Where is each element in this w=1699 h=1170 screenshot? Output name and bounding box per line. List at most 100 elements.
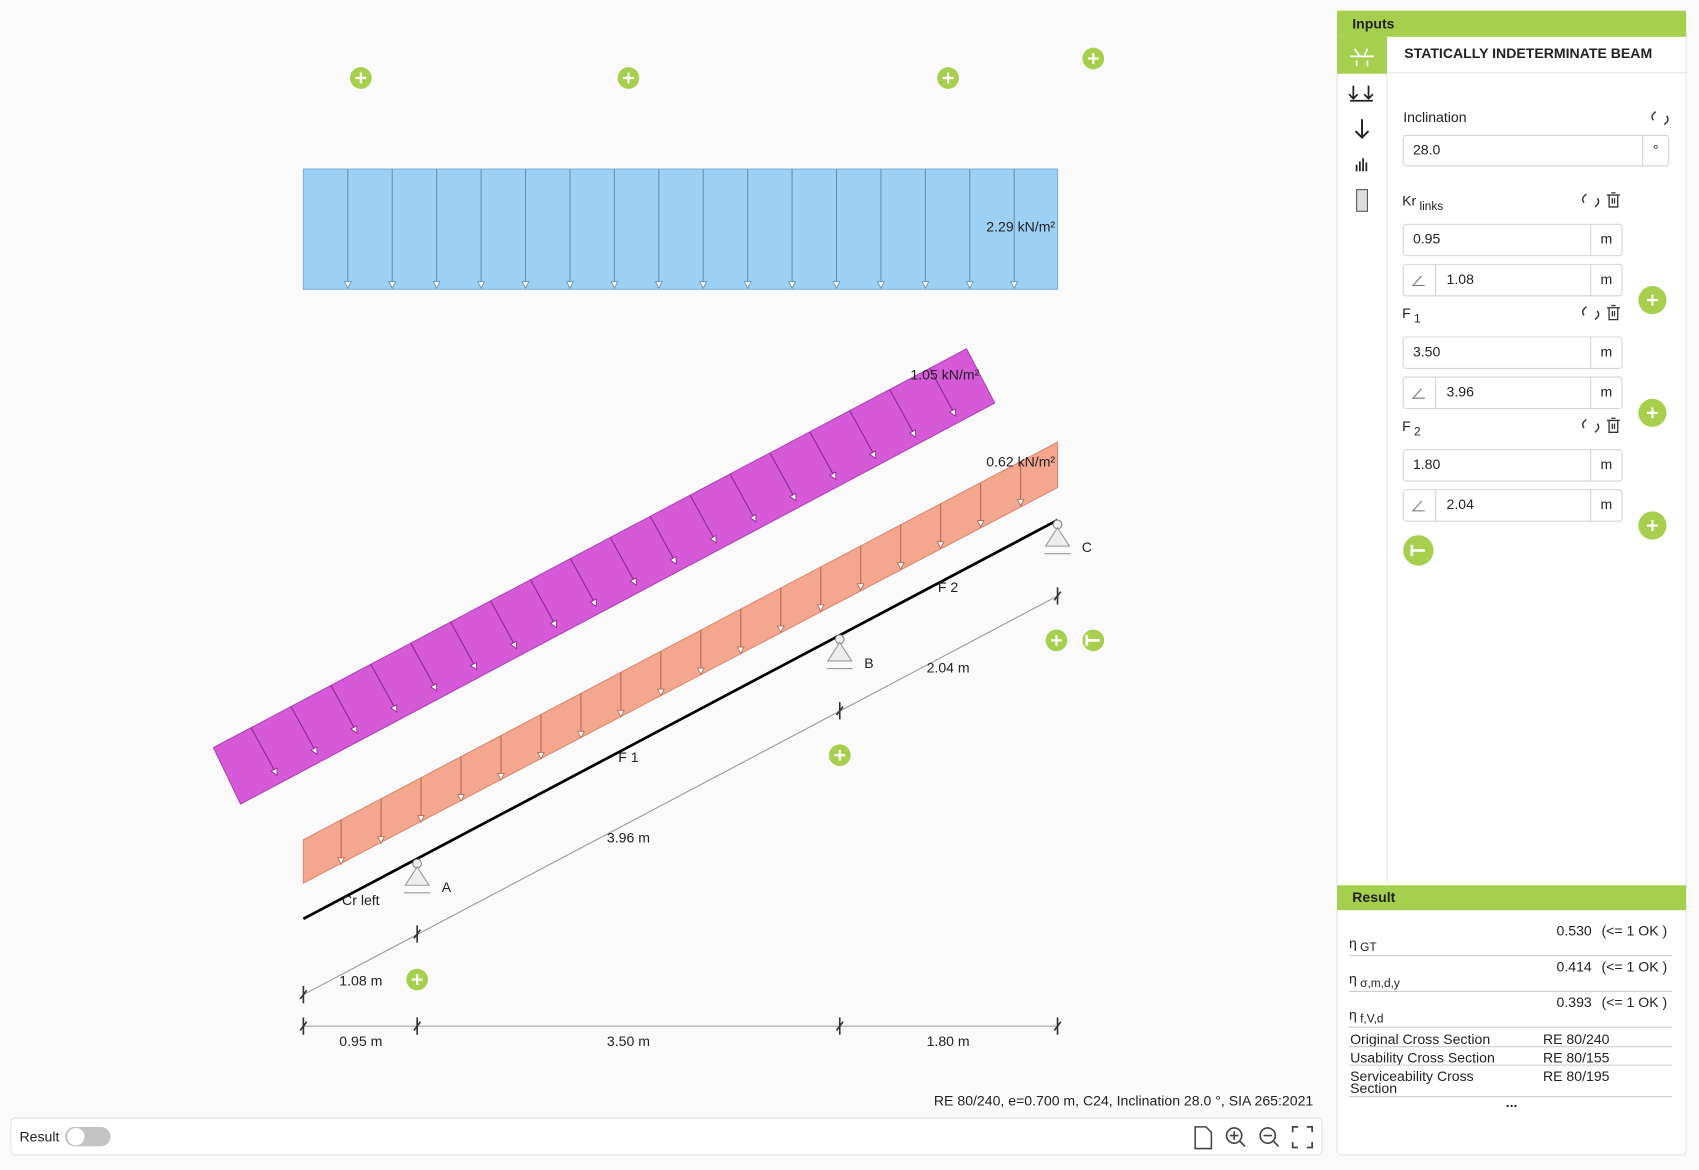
icon[interactable] xyxy=(1263,1134,1280,1147)
input-field[interactable] xyxy=(1402,223,1623,257)
link-icon[interactable] xyxy=(1582,418,1600,433)
delete-icon[interactable] xyxy=(1606,417,1620,433)
arrow-head xyxy=(432,281,441,290)
input-field[interactable] xyxy=(1402,263,1623,297)
add-button[interactable] xyxy=(1045,629,1068,652)
arrow-head xyxy=(965,281,974,290)
icon[interactable] xyxy=(1194,1126,1213,1150)
delete-icon[interactable] xyxy=(1606,304,1620,321)
add-button[interactable] xyxy=(1638,398,1667,427)
icon[interactable] xyxy=(1229,1131,1246,1147)
result-label: Original Cross Section xyxy=(1350,1031,1490,1047)
add-button[interactable] xyxy=(1082,47,1105,70)
remove-button[interactable] xyxy=(1403,535,1434,566)
tab-icon[interactable] xyxy=(1354,119,1370,139)
load-label: 0.62 kN/m² xyxy=(986,453,1055,469)
icon[interactable] xyxy=(1259,1127,1277,1144)
arrow-head xyxy=(477,281,486,290)
eta-check: (<= 1 OK ) xyxy=(1601,958,1667,974)
eta-label: η GT xyxy=(1349,934,1377,954)
arrow-head xyxy=(976,520,985,529)
tab-icon[interactable] xyxy=(1356,189,1368,212)
plus-icon[interactable] xyxy=(942,72,954,84)
angle-icon xyxy=(1411,500,1425,512)
add-button[interactable] xyxy=(617,67,640,89)
eta-sub: f,V,d xyxy=(1360,1012,1383,1026)
plus-icon[interactable] xyxy=(1646,294,1658,306)
add-button[interactable] xyxy=(406,968,429,991)
plus-icon[interactable] xyxy=(834,749,846,761)
link-icon[interactable] xyxy=(1582,306,1600,321)
icon[interactable] xyxy=(1291,1126,1314,1149)
arrow-head xyxy=(656,688,665,697)
arrow-head xyxy=(696,667,705,676)
add-button[interactable] xyxy=(349,67,372,89)
input-field[interactable] xyxy=(1402,489,1623,522)
segment-sub: 2 xyxy=(1414,424,1421,438)
add-button[interactable] xyxy=(828,744,851,767)
add-button[interactable] xyxy=(1638,286,1667,315)
link-icon[interactable] xyxy=(1651,111,1669,126)
plus-icon[interactable] xyxy=(1087,53,1099,64)
delete-icon[interactable] xyxy=(1606,192,1620,208)
arrow-head xyxy=(948,408,957,417)
dimension-label: 0.95 m xyxy=(339,1033,382,1049)
input-value: 0.95 xyxy=(1413,231,1441,247)
arrow-head xyxy=(429,682,438,692)
zoom-out-button[interactable] xyxy=(1259,1127,1280,1147)
eta-label: η σ,m,d,y xyxy=(1349,970,1400,990)
eta-value: 0.393 xyxy=(1557,994,1592,1010)
beam-label: F 2 xyxy=(938,579,959,595)
tab-icon[interactable] xyxy=(1348,85,1374,102)
arrow-head xyxy=(776,625,785,634)
plus-icon[interactable] xyxy=(411,974,423,985)
link-icon[interactable] xyxy=(1582,193,1600,208)
add-button[interactable] xyxy=(1638,511,1667,540)
area-load xyxy=(212,348,996,805)
panel-header xyxy=(1337,10,1687,37)
area-load xyxy=(302,441,1059,884)
arrow-head xyxy=(589,598,597,608)
load-arrow xyxy=(250,727,276,772)
eta-sub: GT xyxy=(1360,940,1377,954)
load-arrow xyxy=(410,642,436,687)
pdf-button[interactable] xyxy=(1194,1126,1213,1150)
icon[interactable] xyxy=(1225,1127,1243,1144)
toggle-knob[interactable] xyxy=(67,1127,85,1146)
plus-icon[interactable] xyxy=(1051,634,1062,646)
dimension-slash xyxy=(413,1021,422,1031)
minus-icon[interactable] xyxy=(1410,545,1425,556)
more-button[interactable]: ... xyxy=(1506,1094,1518,1110)
segment-name: F xyxy=(1402,305,1411,321)
add-button[interactable] xyxy=(937,67,959,89)
plus-icon[interactable] xyxy=(1646,520,1658,531)
tab-icon[interactable] xyxy=(1355,158,1368,172)
unit: m xyxy=(1600,231,1612,247)
zoom-in-button[interactable] xyxy=(1225,1127,1246,1147)
field-label: Inclination xyxy=(1403,109,1466,125)
input-field[interactable] xyxy=(1402,449,1623,482)
arrow-head xyxy=(1016,499,1025,507)
input-field[interactable] xyxy=(1402,134,1670,167)
tab-icon[interactable] xyxy=(1350,48,1374,67)
plus-icon[interactable] xyxy=(623,72,634,84)
fullscreen-button[interactable] xyxy=(1291,1126,1314,1149)
arrow-head xyxy=(521,281,530,290)
support-label: C xyxy=(1082,539,1092,555)
unit: m xyxy=(1600,456,1612,472)
input-value: 3.96 xyxy=(1447,384,1475,400)
minus-icon[interactable] xyxy=(1085,634,1100,646)
eta-symbol: η xyxy=(1349,934,1357,950)
eta-value: 0.414 xyxy=(1557,958,1592,974)
plus-icon[interactable] xyxy=(1646,407,1658,419)
input-field[interactable] xyxy=(1402,336,1623,369)
eta-symbol: η xyxy=(1349,970,1357,986)
dimension-slash xyxy=(835,1021,844,1031)
remove-button[interactable] xyxy=(1082,629,1105,652)
input-field[interactable] xyxy=(1402,376,1623,410)
plus-icon[interactable] xyxy=(355,72,367,84)
dimension-label: 3.50 m xyxy=(607,1033,650,1049)
arrow-head xyxy=(829,471,837,481)
tab-active[interactable] xyxy=(1337,36,1387,74)
